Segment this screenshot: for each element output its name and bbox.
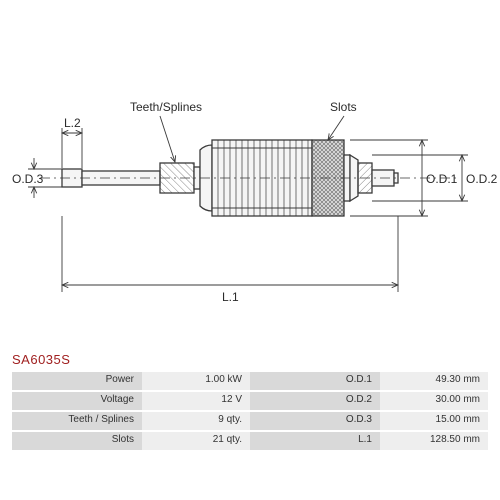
cell-value: 30.00 mm bbox=[380, 392, 488, 410]
table-row: Teeth / Splines 9 qty. O.D.3 15.00 mm bbox=[12, 412, 488, 430]
cell-label: Teeth / Splines bbox=[12, 412, 142, 430]
technical-drawing: Teeth/Splines Slots L.1 L.2 O.D.3 O.D.1 … bbox=[0, 0, 500, 340]
table-row: Voltage 12 V O.D.2 30.00 mm bbox=[12, 392, 488, 410]
label-l1: L.1 bbox=[222, 290, 239, 304]
cell-value: 9 qty. bbox=[142, 412, 250, 430]
cell-value: 128.50 mm bbox=[380, 432, 488, 450]
specs-table: Power 1.00 kW O.D.1 49.30 mm Voltage 12 … bbox=[12, 372, 488, 452]
cell-label: O.D.1 bbox=[250, 372, 380, 390]
table-row: Slots 21 qty. L.1 128.50 mm bbox=[12, 432, 488, 450]
table-row: Power 1.00 kW O.D.1 49.30 mm bbox=[12, 372, 488, 390]
cell-label: Power bbox=[12, 372, 142, 390]
cell-value: 1.00 kW bbox=[142, 372, 250, 390]
cell-label: O.D.2 bbox=[250, 392, 380, 410]
cell-value: 12 V bbox=[142, 392, 250, 410]
cell-label: Slots bbox=[12, 432, 142, 450]
cell-value: 15.00 mm bbox=[380, 412, 488, 430]
label-slots: Slots bbox=[330, 100, 357, 114]
label-od3: O.D.3 bbox=[12, 172, 43, 186]
label-teeth-splines: Teeth/Splines bbox=[130, 100, 202, 114]
label-l2: L.2 bbox=[64, 116, 81, 130]
part-code: SA6035S bbox=[12, 352, 70, 367]
cell-value: 49.30 mm bbox=[380, 372, 488, 390]
label-od2: O.D.2 bbox=[466, 172, 497, 186]
label-od1: O.D.1 bbox=[426, 172, 457, 186]
cell-label: L.1 bbox=[250, 432, 380, 450]
cell-value: 21 qty. bbox=[142, 432, 250, 450]
cell-label: O.D.3 bbox=[250, 412, 380, 430]
cell-label: Voltage bbox=[12, 392, 142, 410]
